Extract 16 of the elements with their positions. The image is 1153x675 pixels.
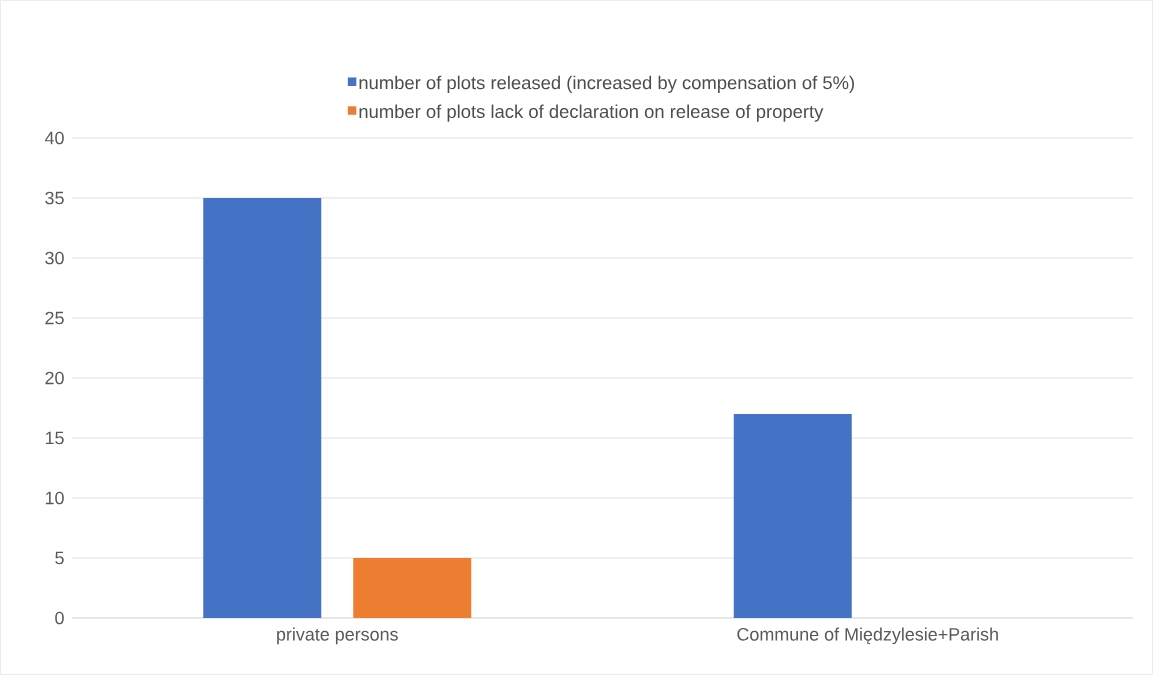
y-tick-label: 0: [55, 611, 64, 625]
y-tick-label: 30: [45, 251, 64, 265]
y-tick-label: 10: [45, 491, 64, 505]
y-tick-label: 5: [55, 551, 64, 565]
y-tick-label: 35: [45, 191, 64, 205]
y-tick-label: 25: [45, 311, 64, 325]
y-tick-label: 20: [45, 371, 64, 385]
bar: [203, 197, 322, 618]
bar: [733, 413, 852, 618]
bar: [353, 557, 472, 618]
y-tick-label: 15: [45, 431, 64, 445]
x-tick-label: Commune of Międzylesie+Parish: [737, 627, 998, 645]
legend-label: number of plots released (increased by compensation of 5%): [359, 75, 854, 93]
x-tick-label: private persons: [277, 627, 398, 645]
y-tick-label: 40: [44, 131, 64, 145]
legend-label: number of plots lack of declaration on release of property: [359, 104, 824, 122]
